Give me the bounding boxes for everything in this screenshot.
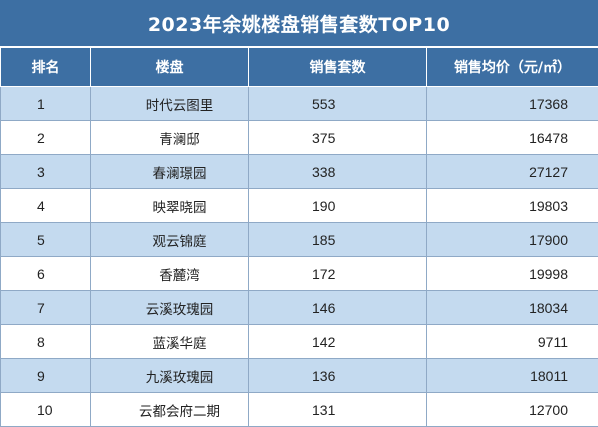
table-row: 7 云溪玫瑰园 146 18034 — [1, 291, 598, 325]
table-row: 9 九溪玫瑰园 136 18011 — [1, 359, 598, 393]
cell-name: 春澜璟园 — [91, 155, 249, 189]
table-row: 6 香麓湾 172 19998 — [1, 257, 598, 291]
table-body: 1 时代云图里 553 17368 2 青澜邸 375 16478 3 春澜璟园… — [1, 87, 598, 427]
cell-price: 17900 — [427, 223, 598, 257]
cell-price: 18034 — [427, 291, 598, 325]
header-price: 销售均价（元/㎡） — [427, 48, 598, 87]
cell-name: 时代云图里 — [91, 87, 249, 121]
cell-units: 142 — [249, 325, 427, 359]
cell-rank: 2 — [1, 121, 91, 155]
cell-price: 19998 — [427, 257, 598, 291]
cell-units: 172 — [249, 257, 427, 291]
ranking-table: 排名 楼盘 销售套数 销售均价（元/㎡） 1 时代云图里 553 17368 2… — [0, 47, 598, 427]
cell-name: 香麓湾 — [91, 257, 249, 291]
header-rank: 排名 — [1, 48, 91, 87]
header-name: 楼盘 — [91, 48, 249, 87]
cell-units: 136 — [249, 359, 427, 393]
table-row: 4 映翠晓园 190 19803 — [1, 189, 598, 223]
cell-name: 映翠晓园 — [91, 189, 249, 223]
header-row: 排名 楼盘 销售套数 销售均价（元/㎡） — [1, 48, 598, 87]
cell-units: 553 — [249, 87, 427, 121]
table-row: 5 观云锦庭 185 17900 — [1, 223, 598, 257]
cell-price: 19803 — [427, 189, 598, 223]
cell-rank: 6 — [1, 257, 91, 291]
cell-rank: 5 — [1, 223, 91, 257]
cell-units: 146 — [249, 291, 427, 325]
cell-name: 云溪玫瑰园 — [91, 291, 249, 325]
cell-price: 18011 — [427, 359, 598, 393]
table-title: 2023年余姚楼盘销售套数TOP10 — [0, 0, 598, 47]
cell-price: 9711 — [427, 325, 598, 359]
cell-price: 16478 — [427, 121, 598, 155]
table-row: 2 青澜邸 375 16478 — [1, 121, 598, 155]
cell-name: 云都会府二期 — [91, 393, 249, 427]
cell-rank: 4 — [1, 189, 91, 223]
cell-rank: 3 — [1, 155, 91, 189]
cell-rank: 7 — [1, 291, 91, 325]
cell-price: 17368 — [427, 87, 598, 121]
cell-name: 观云锦庭 — [91, 223, 249, 257]
header-units: 销售套数 — [249, 48, 427, 87]
cell-units: 131 — [249, 393, 427, 427]
cell-units: 185 — [249, 223, 427, 257]
cell-name: 青澜邸 — [91, 121, 249, 155]
table-row: 3 春澜璟园 338 27127 — [1, 155, 598, 189]
table-row: 8 蓝溪华庭 142 9711 — [1, 325, 598, 359]
cell-price: 12700 — [427, 393, 598, 427]
cell-price: 27127 — [427, 155, 598, 189]
cell-units: 338 — [249, 155, 427, 189]
cell-rank: 10 — [1, 393, 91, 427]
cell-name: 蓝溪华庭 — [91, 325, 249, 359]
table-row: 10 云都会府二期 131 12700 — [1, 393, 598, 427]
cell-units: 190 — [249, 189, 427, 223]
cell-rank: 9 — [1, 359, 91, 393]
cell-name: 九溪玫瑰园 — [91, 359, 249, 393]
cell-units: 375 — [249, 121, 427, 155]
table-row: 1 时代云图里 553 17368 — [1, 87, 598, 121]
cell-rank: 8 — [1, 325, 91, 359]
cell-rank: 1 — [1, 87, 91, 121]
